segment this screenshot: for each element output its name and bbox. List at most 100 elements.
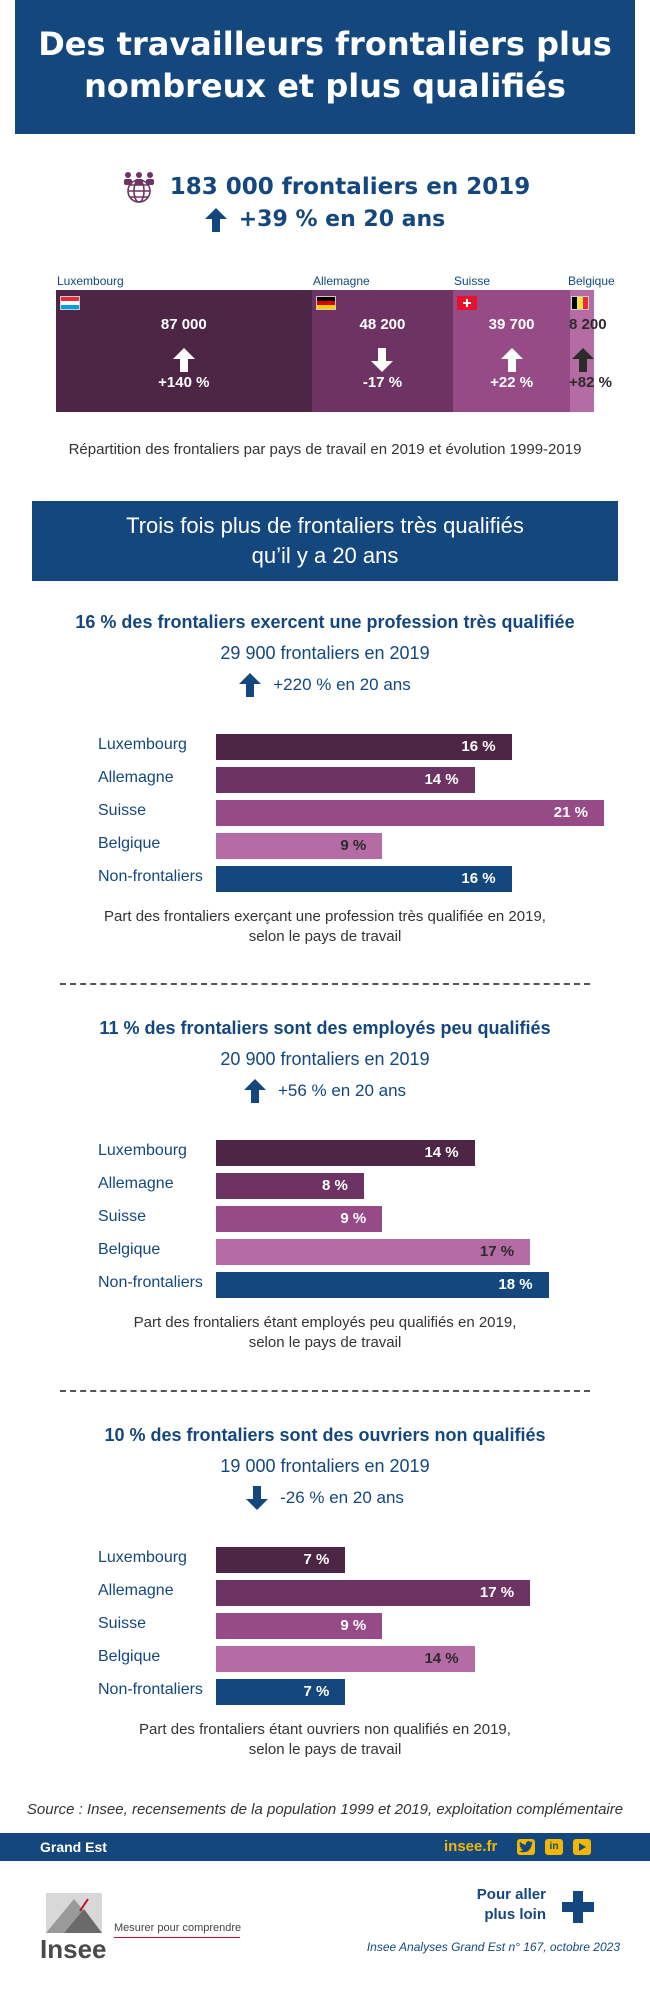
- page-title: Des travailleurs frontaliers plus nombre…: [15, 0, 635, 107]
- footer-band: Grand Est insee.fr in: [0, 1833, 650, 1861]
- bar-label: Non-frontaliers: [98, 868, 203, 886]
- insee-wordmark: Insee: [40, 1934, 107, 1965]
- plus-icon[interactable]: [562, 1891, 594, 1923]
- bar: 14 %: [216, 1140, 475, 1166]
- belgium-flag-icon: [571, 296, 589, 310]
- bar-label: Belgique: [98, 835, 160, 853]
- bar-label: Luxembourg: [98, 736, 187, 754]
- bar: 16 %: [216, 734, 512, 760]
- bar-label: Non-frontaliers: [98, 1681, 203, 1699]
- arrow-up-icon: [244, 1079, 266, 1103]
- section-2-evolution: +56 % en 20 ans: [0, 1079, 650, 1108]
- label-luxembourg: Luxembourg: [57, 274, 124, 288]
- switzerland-flag-icon: [457, 296, 477, 310]
- bar: 14 %: [216, 1646, 475, 1672]
- bar-label: Luxembourg: [98, 1549, 187, 1567]
- arrow-down-icon: [246, 1486, 268, 1510]
- bar-label: Suisse: [98, 1208, 146, 1226]
- arrow-up-icon: [572, 348, 594, 372]
- bar-label: Allemagne: [98, 769, 174, 787]
- divider: [60, 1390, 590, 1392]
- section-3-title: 10 % des frontaliers sont des ouvriers n…: [0, 1425, 650, 1446]
- bar-value: 14 %: [424, 771, 458, 788]
- section-2-count: 20 900 frontaliers en 2019: [0, 1049, 650, 1070]
- evolution-suisse: +22 %: [453, 374, 570, 391]
- arrow-up-icon: [239, 673, 261, 697]
- bar: 8 %: [216, 1173, 364, 1199]
- pour-aller-plus-loin[interactable]: Pour aller plus loin: [440, 1885, 546, 1925]
- bar: 17 %: [216, 1239, 530, 1265]
- publication-reference: Insee Analyses Grand Est n° 167, octobre…: [367, 1940, 620, 1954]
- bar-value: 9 %: [340, 837, 366, 854]
- bar-label: Belgique: [98, 1241, 160, 1259]
- value-suisse: 39 700: [453, 316, 570, 333]
- section-1-caption: Part des frontaliers exerçant une profes…: [0, 907, 650, 947]
- section-banner: Trois fois plus de frontaliers très qual…: [32, 501, 618, 581]
- bar-value: 17 %: [480, 1584, 514, 1601]
- bar-label: Suisse: [98, 802, 146, 820]
- section-2-title: 11 % des frontaliers sont des employés p…: [0, 1018, 650, 1039]
- bar-label: Non-frontaliers: [98, 1274, 203, 1292]
- bar-value: 14 %: [424, 1144, 458, 1161]
- overview-evolution: +39 % en 20 ans: [0, 207, 650, 238]
- people-globe-icon: [120, 170, 158, 204]
- overview-total: 183 000 frontaliers en 2019: [0, 170, 650, 210]
- divider: [60, 983, 590, 985]
- section-1-title: 16 % des frontaliers exercent une profes…: [0, 612, 650, 633]
- luxembourg-flag-icon: [60, 296, 80, 310]
- bar: 17 %: [216, 1580, 530, 1606]
- section-3-count: 19 000 frontaliers en 2019: [0, 1456, 650, 1477]
- bar: 9 %: [216, 1613, 382, 1639]
- evolution-luxembourg: +140 %: [56, 374, 312, 391]
- bar-value: 16 %: [461, 870, 495, 887]
- label-allemagne: Allemagne: [313, 274, 370, 288]
- footer-region: Grand Est: [40, 1839, 107, 1855]
- bar-value: 9 %: [340, 1210, 366, 1227]
- tagline-underline: [114, 1937, 240, 1938]
- bar: 14 %: [216, 767, 475, 793]
- section-3-evolution: -26 % en 20 ans: [0, 1486, 650, 1515]
- section-1-count: 29 900 frontaliers en 2019: [0, 643, 650, 664]
- evolution-belgique: +82 %: [569, 374, 612, 391]
- bar: 7 %: [216, 1679, 345, 1705]
- bar-value: 9 %: [340, 1617, 366, 1634]
- header-banner: Des travailleurs frontaliers plus nombre…: [15, 0, 635, 134]
- arrow-up-icon: [501, 348, 523, 372]
- value-allemagne: 48 200: [312, 316, 454, 333]
- bar-label: Suisse: [98, 1615, 146, 1633]
- bar-value: 16 %: [461, 738, 495, 755]
- bar: 16 %: [216, 866, 512, 892]
- bar-value: 7 %: [303, 1683, 329, 1700]
- arrow-up-icon: [205, 208, 227, 232]
- twitter-icon[interactable]: [517, 1839, 535, 1855]
- germany-flag-icon: [316, 296, 336, 310]
- value-belgique: 8 200: [569, 316, 607, 333]
- arrow-up-icon: [173, 348, 195, 372]
- bar-value: 14 %: [424, 1650, 458, 1667]
- bar: 18 %: [216, 1272, 549, 1298]
- bar-value: 8 %: [322, 1177, 348, 1194]
- section-1-evolution: +220 % en 20 ans: [0, 673, 650, 702]
- bar-value: 7 %: [303, 1551, 329, 1568]
- linkedin-icon[interactable]: in: [545, 1839, 563, 1855]
- bar-value: 21 %: [554, 804, 588, 821]
- country-chart-caption: Répartition des frontaliers par pays de …: [0, 440, 650, 460]
- insee-tagline: Mesurer pour comprendre: [114, 1922, 241, 1934]
- bar-label: Luxembourg: [98, 1142, 187, 1160]
- insee-logo-icon: [44, 1891, 104, 1935]
- insee-link[interactable]: insee.fr: [444, 1838, 497, 1855]
- value-luxembourg: 87 000: [56, 316, 312, 333]
- bar-value: 17 %: [480, 1243, 514, 1260]
- source-note: Source : Insee, recensements de la popul…: [0, 1801, 650, 1818]
- label-belgique: Belgique: [568, 274, 615, 288]
- arrow-down-icon: [371, 348, 393, 372]
- evolution-allemagne: -17 %: [312, 374, 454, 391]
- bar: 9 %: [216, 1206, 382, 1232]
- bar-label: Allemagne: [98, 1582, 174, 1600]
- youtube-icon[interactable]: [573, 1839, 591, 1855]
- bar-label: Allemagne: [98, 1175, 174, 1193]
- section-3-caption: Part des frontaliers étant ouvriers non …: [0, 1720, 650, 1760]
- bar-label: Belgique: [98, 1648, 160, 1666]
- segment-luxembourg: 87 000 +140 %: [56, 290, 312, 412]
- bar: 7 %: [216, 1547, 345, 1573]
